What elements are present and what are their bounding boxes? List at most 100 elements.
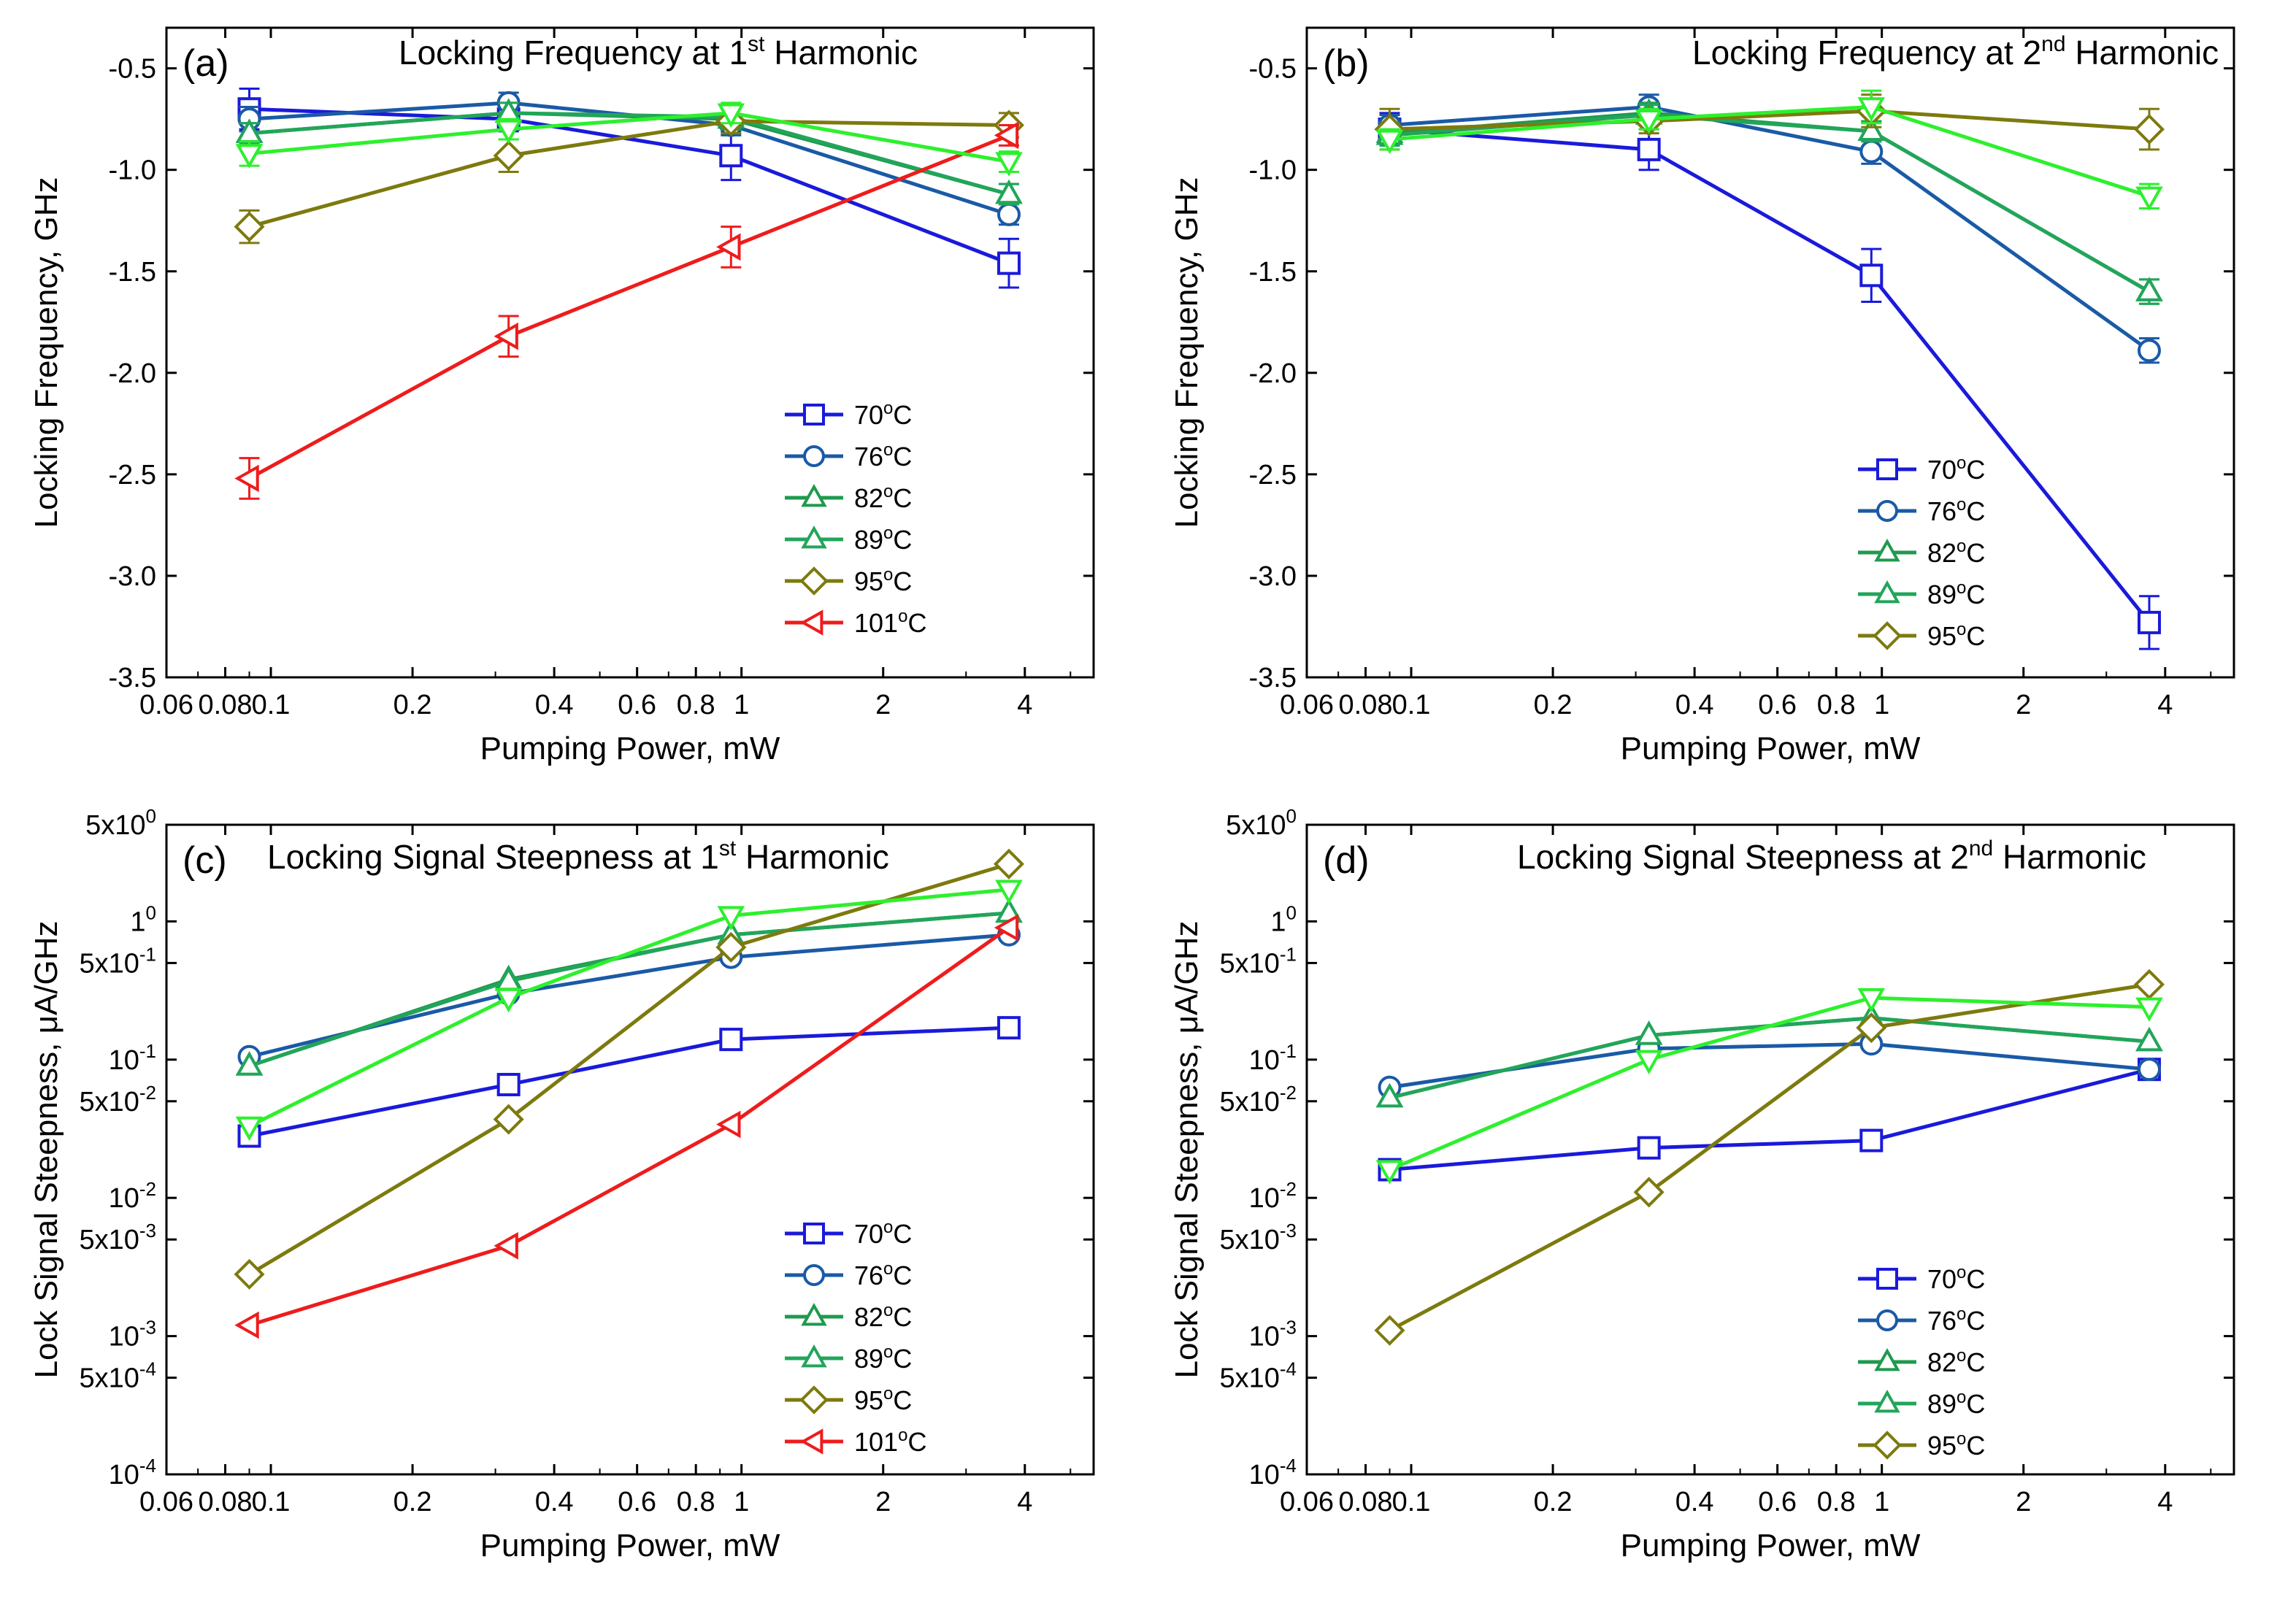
y-tick-base: -0.5 <box>1249 54 1297 85</box>
y-tick-base: -2.5 <box>109 460 156 490</box>
y-tick-exponent: -4 <box>1280 1358 1297 1380</box>
y-axis-label: Lock Signal Steepness, μA/GHz <box>28 921 64 1379</box>
data-point <box>2137 339 2161 363</box>
y-tick-base: 10 <box>1249 1460 1280 1490</box>
legend-label: 82oC <box>1927 536 1985 568</box>
series-line <box>1389 996 2150 1171</box>
data-point <box>2135 1026 2163 1052</box>
plot-frame <box>165 823 1095 1476</box>
y-tick-base: 5x10 <box>79 948 139 979</box>
series-line <box>1389 109 2150 131</box>
legend-value: 95 <box>1927 1431 1957 1460</box>
series-line <box>249 1025 1010 1138</box>
data-point <box>1637 137 1661 161</box>
series-76C <box>237 91 1021 226</box>
x-tick-label: 1 <box>734 1487 749 1517</box>
y-tick-exponent: -4 <box>139 1455 156 1477</box>
y-tick-base: 5x10 <box>1226 810 1286 841</box>
legend-marker <box>801 1344 827 1368</box>
series-line <box>249 111 1010 164</box>
data-point <box>997 1016 1021 1040</box>
data-point <box>1635 109 1663 134</box>
legend-unit: C <box>1966 455 1985 485</box>
series-76C <box>237 923 1021 1069</box>
y-tick-exponent: -2 <box>1280 1178 1297 1200</box>
legend-value: 76 <box>854 1260 883 1290</box>
data-point <box>234 211 265 242</box>
y-tick-label: 5x10-4 <box>1219 1358 1297 1394</box>
legend-marker <box>799 1428 823 1455</box>
data-point <box>1635 1050 1663 1074</box>
legend-marker <box>799 1385 829 1415</box>
legend-degree: o <box>1957 1263 1966 1282</box>
chart-title-rest: Harmonic <box>765 34 918 72</box>
legend-value: 70 <box>854 1219 883 1249</box>
data-point <box>719 1028 743 1052</box>
legend-unit: C <box>1966 1431 1985 1460</box>
y-tick-label: -1.0 <box>1249 155 1297 186</box>
legend-degree: o <box>883 399 893 418</box>
data-point <box>1857 988 1886 1013</box>
y-tick-exponent: -3 <box>139 1220 156 1242</box>
data-point <box>493 1104 524 1135</box>
x-tick-label: 4 <box>2157 690 2173 720</box>
legend-label: 70oC <box>854 1217 912 1249</box>
y-tick-label: 5x10-3 <box>79 1220 156 1255</box>
legend-label: 89oC <box>1927 1387 1985 1419</box>
x-tick-label: 0.8 <box>1817 690 1856 720</box>
legend-value: 76 <box>854 442 883 472</box>
legend-degree: o <box>1957 620 1966 639</box>
data-point <box>235 1051 264 1076</box>
legend-degree: o <box>883 1217 893 1237</box>
x-tick-label: 2 <box>875 1487 891 1517</box>
x-tick-label: 0.1 <box>1392 1487 1431 1517</box>
series-95C <box>1374 969 2165 1346</box>
legend-degree: o <box>883 1301 893 1320</box>
x-tick-label: 0.08 <box>1339 690 1393 720</box>
x-tick-label: 0.2 <box>1534 1487 1573 1517</box>
legend-marker <box>1874 1389 1900 1413</box>
legend-degree: o <box>1957 578 1966 598</box>
legend-unit: C <box>893 1385 912 1415</box>
data-point <box>1375 1082 1404 1108</box>
legend-value: 95 <box>854 1385 883 1415</box>
series-76C <box>1378 1032 2161 1099</box>
y-tick-base: 5x10 <box>1219 1087 1279 1117</box>
legend-degree: o <box>1957 536 1966 556</box>
panel-label: (c) <box>183 839 227 882</box>
x-tick-label: 0.8 <box>677 1487 715 1517</box>
data-point <box>1375 1160 1404 1185</box>
y-tick-label: -0.5 <box>109 54 156 85</box>
series-line <box>248 862 1010 1277</box>
y-tick-exponent: -2 <box>139 1082 156 1104</box>
legend-value: 70 <box>854 400 883 430</box>
legend-marker <box>803 1223 825 1244</box>
data-point <box>717 103 745 128</box>
series-89C <box>1375 1003 2163 1108</box>
x-tick-label: 0.8 <box>677 690 715 720</box>
y-tick-base: 10 <box>1249 1045 1280 1076</box>
y-tick-label: -1.5 <box>109 257 156 288</box>
legend-value: 95 <box>854 566 883 596</box>
legend-label: 89oC <box>854 523 912 555</box>
y-tick-exponent: -1 <box>139 943 156 965</box>
chart-title: Locking Signal Steepness at 2nd Harmonic <box>1517 836 2146 876</box>
legend-unit: C <box>893 483 912 513</box>
series-line <box>1389 1067 2150 1172</box>
x-axis-label: Pumping Power, mW <box>480 731 780 766</box>
y-tick-base: 5x10 <box>1219 1225 1279 1255</box>
y-tick-label: 5x10-1 <box>1219 943 1297 979</box>
legend-value: 89 <box>1927 580 1957 609</box>
series-unlabeled <box>235 880 1023 1142</box>
y-tick-base: 5x10 <box>1219 948 1279 979</box>
legend-unit: C <box>893 1302 912 1332</box>
legend-value: 82 <box>854 483 883 513</box>
x-tick-label: 0.1 <box>252 1487 291 1517</box>
y-tick-label: 10-1 <box>109 1040 156 1076</box>
legend-unit: C <box>1966 1306 1985 1336</box>
legend-marker <box>801 483 827 507</box>
chart-panel-1: 0.06 0.08 0.1 0.2 0.4 0.6 0.8 1 2 4 -0.5 -1.0 -1.5 -2… <box>28 26 1095 766</box>
legend-degree: o <box>1957 495 1966 515</box>
y-tick-base: 10 <box>109 1460 139 1490</box>
